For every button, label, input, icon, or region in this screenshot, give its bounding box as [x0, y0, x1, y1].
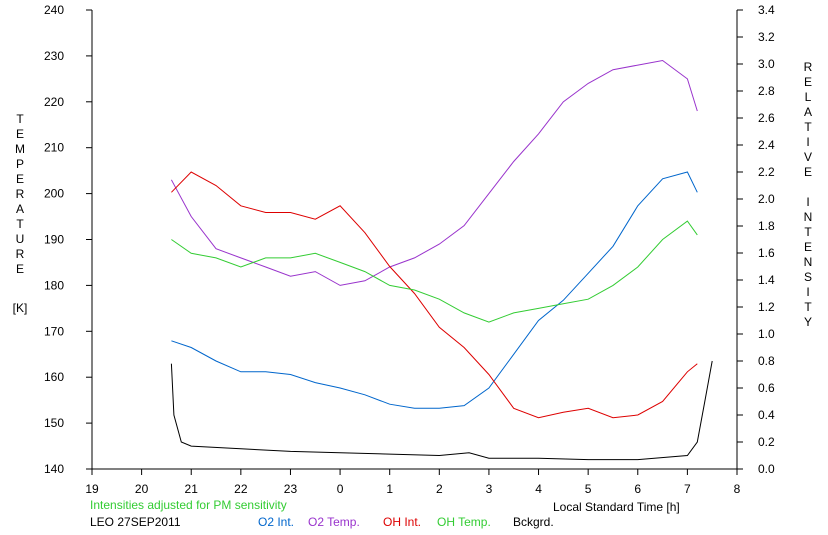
y-right-tick-label: 0.8 — [758, 354, 775, 368]
y-left-tick-label: 180 — [44, 278, 64, 292]
x-tick-label: 22 — [234, 482, 248, 496]
series-o2-int-line — [171, 171, 698, 409]
legend-oh-temp: OH Temp. — [437, 515, 491, 529]
note: Intensities adjusted for PM sensitivity — [90, 498, 287, 512]
y-left-tick-label: 200 — [44, 187, 64, 201]
y-right-tick-label: 1.6 — [758, 246, 775, 260]
series-oh-temp-line — [171, 220, 698, 323]
y-right-tick-label: 2.6 — [758, 111, 775, 125]
y-left-tick-label: 160 — [44, 370, 64, 384]
x-tick-label: 23 — [284, 482, 298, 496]
legend-o2-temp: O2 Temp. — [308, 515, 360, 529]
y-right-tick-label: 3.4 — [758, 3, 775, 17]
y-right-tick-label: 2.4 — [758, 138, 775, 152]
series-o2-temp-line — [170, 59, 698, 286]
y-right-tick-label: 3.2 — [758, 30, 775, 44]
x-tick-label: 19 — [85, 482, 99, 496]
series-oh-int-line — [171, 171, 698, 419]
site-date: LEO 27SEP2011 — [90, 515, 181, 529]
y-left-tick-label: 240 — [44, 3, 64, 17]
y-right-tick-label: 2.8 — [758, 84, 775, 98]
y-right-tick-label: 0.6 — [758, 381, 775, 395]
y-left-unit: [K] — [12, 301, 28, 315]
y-left-tick-label: 170 — [44, 324, 64, 338]
y-left-tick-label: 210 — [44, 141, 64, 155]
legend-o2-int: O2 Int. — [258, 515, 295, 529]
x-tick-label: 0 — [337, 482, 344, 496]
x-tick-label: 2 — [436, 482, 443, 496]
x-tick-label: 20 — [135, 482, 149, 496]
y-left-tick-label: 220 — [44, 95, 64, 109]
x-tick-label: 4 — [535, 482, 542, 496]
y-right-tick-label: 1.2 — [758, 300, 775, 314]
legend-oh-int: OH Int. — [383, 515, 422, 529]
y-left-tick-label: 150 — [44, 416, 64, 430]
y-right-tick-label: 2.2 — [758, 165, 775, 179]
y-right-tick-label: 1.8 — [758, 219, 775, 233]
x-tick-label: 1 — [386, 482, 393, 496]
y-left-tick-label: 190 — [44, 233, 64, 247]
y-right-tick-label: 0.4 — [758, 408, 775, 422]
x-tick-label: 3 — [486, 482, 493, 496]
y-right-tick-label: 0.2 — [758, 435, 775, 449]
y-left-tick-label: 140 — [44, 462, 64, 476]
y-left-tick-label: 230 — [44, 49, 64, 63]
x-tick-label: 21 — [185, 482, 199, 496]
y-right-tick-label: 3.0 — [758, 57, 775, 71]
legend-bckgrd: Bckgrd. — [513, 515, 554, 529]
y-right-tick-label: 1.4 — [758, 273, 775, 287]
x-tick-label: 8 — [734, 482, 741, 496]
x-tick-label: 6 — [634, 482, 641, 496]
y-right-tick-label: 2.0 — [758, 192, 775, 206]
y-right-tick-label: 1.0 — [758, 327, 775, 341]
x-tick-label: 5 — [585, 482, 592, 496]
x-axis-label: Local Standard Time [h] — [553, 500, 680, 514]
x-tick-label: 7 — [684, 482, 691, 496]
y-right-tick-label: 0.0 — [758, 462, 775, 476]
series-bckgrd-line — [170, 360, 713, 461]
